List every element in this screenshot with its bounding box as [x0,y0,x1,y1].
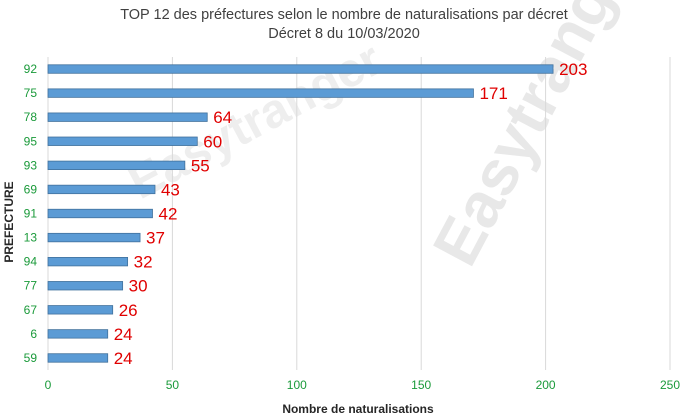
bar [47,257,129,267]
y-tick-label: 77 [24,279,38,293]
x-tick-label: 0 [45,378,52,392]
data-label: 43 [161,180,180,199]
x-tick-label: 250 [660,378,680,392]
data-label: 24 [114,349,133,368]
bar [47,64,554,74]
data-label: 30 [129,277,148,296]
y-tick-label: 91 [24,207,38,221]
bar [47,88,474,98]
watermark-text: Easytranger [419,0,656,277]
data-label: 60 [203,132,222,151]
x-tick-label: 150 [411,378,431,392]
bar [47,305,114,315]
data-label: 64 [213,108,232,127]
bar [47,281,124,291]
y-axis-title: PREFECTURE [2,181,16,262]
data-label: 171 [479,84,507,103]
bar [47,112,208,122]
bars [47,64,554,363]
data-label: 26 [119,301,138,320]
x-tick-labels: 0 50 100 150 200 250 [45,378,681,392]
data-label: 203 [559,60,587,79]
x-tick-label: 100 [287,378,307,392]
chart-title: TOP 12 des préfectures selon le nombre d… [120,7,568,23]
bar [47,184,156,195]
chart-subtitle: Décret 8 du 10/03/2020 [268,26,420,42]
y-tick-labels: 92 75 78 95 93 69 91 13 94 77 67 6 59 [24,62,38,365]
y-tick-label: 13 [24,231,38,245]
bar [47,136,198,146]
data-label: 37 [146,229,165,248]
y-tick-label: 59 [24,351,38,365]
data-labels: 203 171 64 60 55 43 42 37 32 30 26 24 24 [114,60,588,368]
bar [47,232,141,243]
y-tick-label: 78 [24,110,38,124]
bar [47,353,109,363]
y-tick-label: 69 [24,182,38,196]
y-tick-label: 94 [24,255,38,269]
data-label: 32 [134,253,153,272]
y-tick-label: 6 [30,327,37,341]
data-label: 55 [191,156,210,175]
x-tick-label: 50 [166,378,180,392]
y-tick-label: 93 [24,158,38,172]
bar [47,160,186,170]
bar [47,208,153,219]
bar [47,329,109,339]
x-tick-label: 200 [536,378,556,392]
y-tick-label: 67 [24,303,38,317]
x-axis-title: Nombre de naturalisations [282,402,434,416]
y-tick-label: 95 [24,134,38,148]
data-label: 24 [114,325,133,344]
y-tick-label: 75 [24,86,38,100]
data-label: 42 [158,205,177,224]
y-tick-label: 92 [24,62,38,76]
